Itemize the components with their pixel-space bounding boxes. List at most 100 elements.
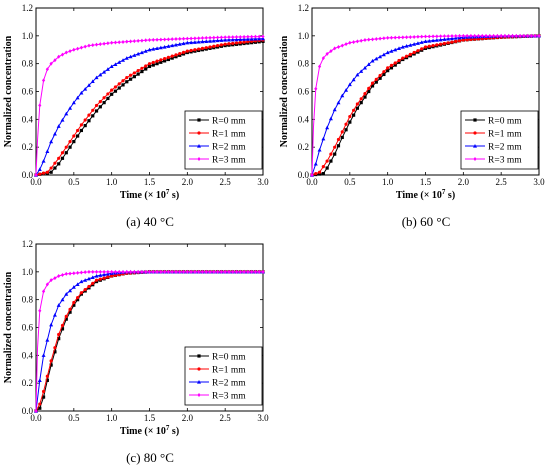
x-tick-label: 0.5 [68,413,80,423]
data-point [75,282,80,286]
data-point [144,269,148,274]
data-point [223,42,227,46]
data-point [98,42,102,47]
data-point [340,43,344,48]
data-point [49,166,53,170]
data-point [94,103,99,108]
data-point [234,41,239,45]
data-point [57,337,61,341]
data-point [347,82,352,87]
data-point [189,269,193,274]
data-point [348,120,352,124]
data-point [234,269,239,274]
series-r-1-mm [34,38,265,177]
data-point [200,46,205,50]
x-axis-label-exponent: 7 [442,188,446,196]
data-point [355,39,359,44]
data-point [72,303,76,307]
data-point [151,60,155,65]
data-point [98,72,103,77]
data-point [200,39,205,44]
x-axis-label-unit: s) [169,190,179,201]
data-point [415,41,420,45]
data-point [68,49,72,54]
data-point [37,378,42,382]
data-point [49,322,54,327]
data-point [197,47,201,51]
data-point [98,105,102,109]
x-tick-label: 0.0 [30,413,42,423]
y-tick-label: 0.4 [298,114,310,124]
y-axis-label: Normalized concentration [3,271,14,383]
data-point [64,292,69,296]
data-point [147,269,152,274]
data-point [219,43,223,47]
data-point [223,269,227,274]
x-axis-label-main: Time (× 10 [396,190,442,201]
data-point [170,269,174,274]
data-point [170,37,174,42]
data-point [178,52,182,56]
data-point [90,275,95,279]
data-point [193,36,197,41]
data-point [38,406,42,410]
data-point [427,38,432,43]
data-point [41,389,46,394]
x-axis-label-main: Time (× 10 [120,426,166,437]
data-point [163,57,167,61]
data-point [91,43,95,48]
data-point [250,269,254,274]
data-point [162,44,167,49]
legend-marker [197,144,201,148]
data-point [178,269,182,274]
data-point [382,36,386,41]
data-point [344,42,348,47]
data-point [170,43,175,48]
data-point [60,151,65,155]
legend-entry: R=2 mm [212,143,246,153]
data-point [231,35,235,40]
data-point [181,36,186,41]
x-tick-label: 2.5 [220,413,232,423]
data-point [41,171,46,175]
y-tick-label: 1.2 [22,239,33,249]
data-point [72,134,76,138]
data-point [397,46,402,50]
data-point [314,86,318,91]
data-point [457,39,462,43]
data-point [185,36,189,41]
data-point [427,44,431,48]
data-point [147,38,152,43]
legend: R=0 mm R=1 mm R=2 mm R=3 mm [184,346,263,406]
data-point [400,44,405,49]
data-point [465,33,469,38]
data-point [83,118,87,122]
data-point [159,58,163,62]
data-point [393,47,398,52]
data-point [340,93,345,98]
x-tick-label: 2.0 [182,413,194,423]
data-point [226,37,231,42]
data-point [121,58,126,62]
data-point [136,38,140,43]
x-axis-label-exponent: 7 [166,424,170,432]
data-point [49,363,53,367]
data-point [446,36,451,41]
data-point [386,69,390,73]
data-point [41,159,46,163]
data-point [340,130,344,134]
data-point [136,72,140,76]
data-point [147,62,152,66]
data-point [313,161,318,166]
data-point [60,272,65,277]
data-point [68,310,72,314]
data-point [227,42,231,46]
legend-entry: R=3 mm [212,156,246,166]
data-point [113,273,118,277]
y-axis-label: Normalized concentration [3,35,14,147]
data-point [163,59,167,63]
data-point [76,134,80,138]
data-point [159,37,163,42]
series-r-3-mm [34,34,265,177]
data-point [53,346,57,350]
